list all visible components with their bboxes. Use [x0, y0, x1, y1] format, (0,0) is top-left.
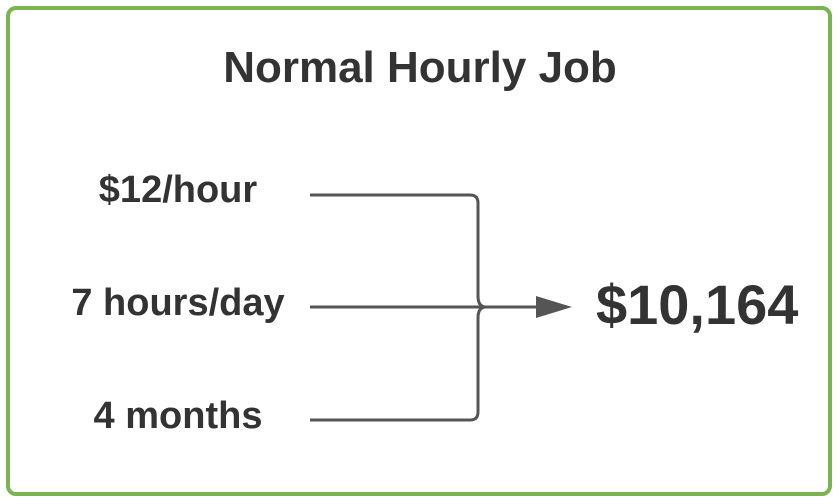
result-value: $10,164	[596, 273, 799, 336]
diagram-title: Normal Hourly Job	[223, 43, 617, 92]
arrow-head-icon	[536, 296, 572, 318]
diagram-frame	[6, 6, 832, 496]
connector-bottom	[310, 305, 487, 422]
connector-top	[310, 193, 487, 309]
input-rate-label: $12/hour	[98, 169, 258, 211]
input-hours-label: 7 hours/day	[71, 282, 285, 324]
input-duration-label: 4 months	[93, 395, 263, 437]
